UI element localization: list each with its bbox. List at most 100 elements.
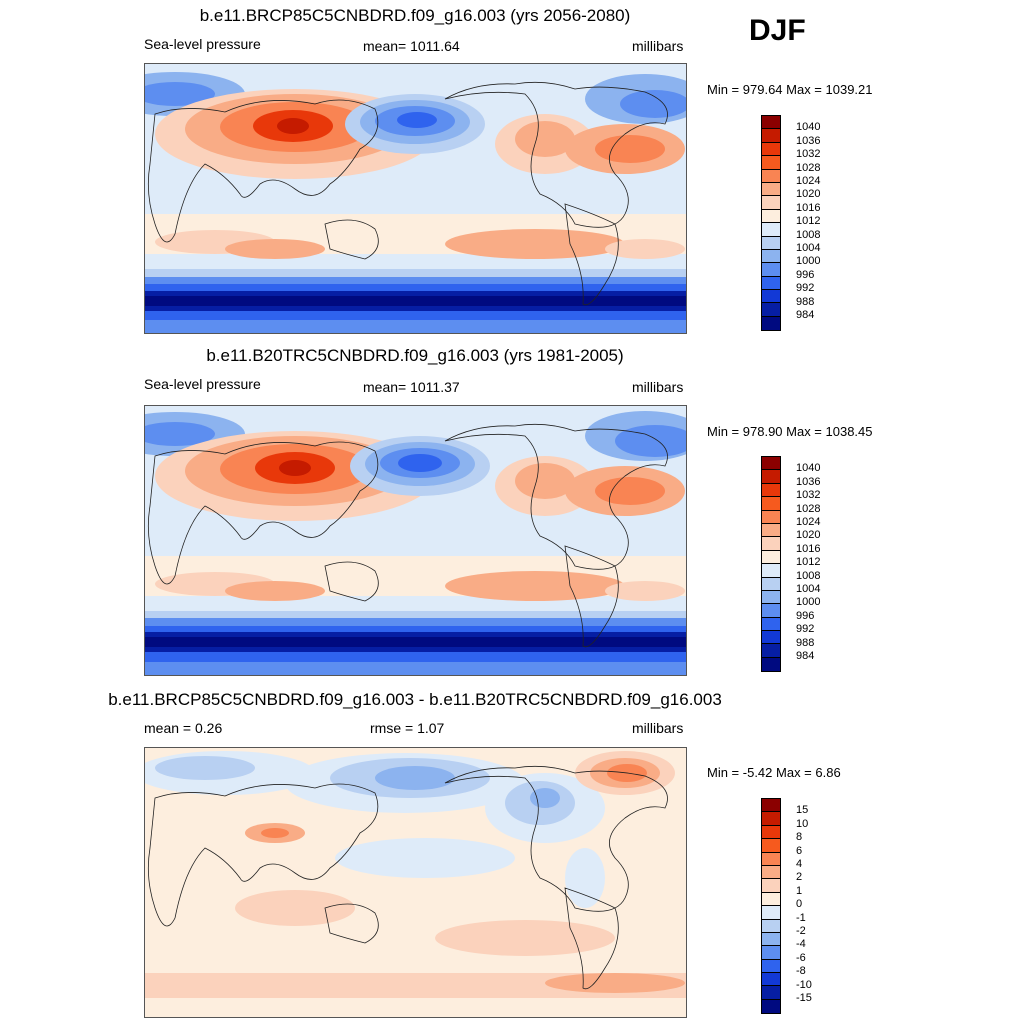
colorbar-tick-label: 1004 (796, 583, 821, 595)
colorbar-tick-label: 1036 (796, 134, 821, 147)
colorbar-swatch (762, 825, 780, 840)
colorbar-swatch (762, 537, 780, 551)
coastline (444, 765, 668, 912)
contour-region (515, 121, 575, 157)
colorbar-tick-label: 1004 (796, 242, 821, 254)
colorbar-tick-label: 1008 (796, 228, 821, 241)
colorbar-tick-label: -8 (796, 965, 806, 978)
panel-3-minmax: Min = -5.42 Max = 6.86 (707, 765, 841, 780)
colorbar-swatch (762, 497, 780, 511)
colorbar-tick-label: 1016 (796, 542, 821, 555)
colorbar-tick-label: 1 (796, 884, 803, 897)
colorbar-tick-label: 8 (796, 831, 803, 844)
colorbar-swatch (762, 129, 780, 143)
panel-2-map (144, 405, 687, 676)
panel-3-colorbar (761, 798, 781, 1015)
colorbar-tick-label: 1024 (796, 516, 821, 528)
contour-region (605, 239, 685, 259)
colorbar-tick-label: -2 (796, 925, 806, 937)
colorbar-tick-label: 1032 (796, 148, 821, 161)
coastline (147, 783, 379, 927)
colorbar-tick-label: 1028 (796, 161, 821, 174)
contour-region (235, 890, 355, 926)
colorbar-swatch (762, 510, 780, 524)
colorbar-swatch (762, 604, 780, 618)
contour-region (145, 82, 215, 106)
colorbar-swatch (762, 812, 780, 826)
colorbar-swatch (762, 631, 780, 645)
panel-1-units-label: millibars (632, 38, 684, 54)
season-label: DJF (749, 14, 806, 47)
panel-2-variable-label: Sea-level pressure (144, 376, 261, 392)
colorbar-swatch (762, 617, 780, 632)
colorbar-swatch (762, 483, 780, 498)
contour-region (145, 662, 686, 675)
colorbar-tick-label: 988 (796, 636, 815, 649)
colorbar-swatch (762, 263, 780, 277)
colorbar-swatch (762, 577, 780, 591)
colorbar-swatch (762, 959, 780, 974)
coastline (147, 99, 379, 243)
colorbar-tick-label: 1032 (796, 489, 821, 502)
panel-1-minmax: Min = 979.64 Max = 1039.21 (707, 82, 873, 97)
colorbar-swatch (762, 316, 780, 331)
contour-region (530, 788, 560, 808)
colorbar-swatch (762, 799, 780, 813)
colorbar-swatch (762, 839, 780, 853)
colorbar-tick-label: 984 (796, 309, 815, 321)
colorbar-tick-label: 6 (796, 844, 803, 857)
panel-2-title: b.e11.B20TRC5CNBDRD.f09_g16.003 (yrs 198… (206, 346, 624, 365)
contour-region (620, 90, 686, 118)
colorbar-tick-label: 1012 (796, 215, 821, 228)
contour-region (261, 828, 289, 838)
colorbar-swatch (762, 236, 780, 250)
colorbar-tick-label: 2 (796, 871, 803, 884)
colorbar-tick-label: -6 (796, 951, 806, 964)
contour-region (565, 848, 605, 908)
colorbar-swatch (762, 169, 780, 183)
colorbar-tick-label: 992 (796, 623, 815, 636)
panel-1-colorbar (761, 115, 781, 332)
contour-region (445, 229, 625, 259)
colorbar-tick-label: -1 (796, 911, 806, 924)
colorbar-tick-label: 1000 (796, 255, 821, 268)
colorbar-swatch (762, 142, 780, 157)
colorbar-swatch (762, 156, 780, 170)
panel-3-title: b.e11.BRCP85C5CNBDRD.f09_g16.003 - b.e11… (108, 690, 722, 709)
colorbar-swatch (762, 657, 780, 672)
contour-region (435, 920, 615, 956)
contour-region (398, 454, 442, 472)
contour-region (145, 296, 686, 306)
contour-region (595, 135, 665, 163)
coastline (444, 81, 668, 228)
colorbar-tick-label: -10 (796, 978, 812, 991)
colorbar-swatch (762, 986, 780, 1000)
coastline (444, 423, 668, 570)
colorbar-swatch (762, 919, 780, 933)
colorbar-tick-label: 1016 (796, 201, 821, 214)
panel-1-mean-label: mean= 1011.64 (363, 38, 460, 54)
colorbar-tick-label: 10 (796, 817, 809, 830)
colorbar-swatch (762, 973, 780, 987)
colorbar-tick-label: 1008 (796, 569, 821, 582)
coastline (564, 203, 619, 306)
panel-3-rmse-label: rmse = 1.07 (370, 720, 445, 736)
contour-region (595, 477, 665, 505)
colorbar-swatch (762, 590, 780, 605)
panel-1-map (144, 63, 687, 334)
panel-3-units-label: millibars (632, 720, 684, 736)
colorbar-swatch (762, 550, 780, 565)
contour-region (145, 320, 686, 333)
colorbar-swatch (762, 879, 780, 893)
contour-region (615, 425, 686, 457)
colorbar-tick-label: -15 (796, 992, 812, 1004)
contour-region (279, 460, 311, 476)
contour-region (515, 463, 575, 499)
colorbar-swatch (762, 209, 780, 224)
colorbar-swatch (762, 906, 780, 920)
colorbar-swatch (762, 290, 780, 304)
colorbar-tick-label: 1024 (796, 175, 821, 187)
contour-region (225, 581, 325, 601)
colorbar-swatch (762, 196, 780, 210)
colorbar-swatch (762, 523, 780, 538)
